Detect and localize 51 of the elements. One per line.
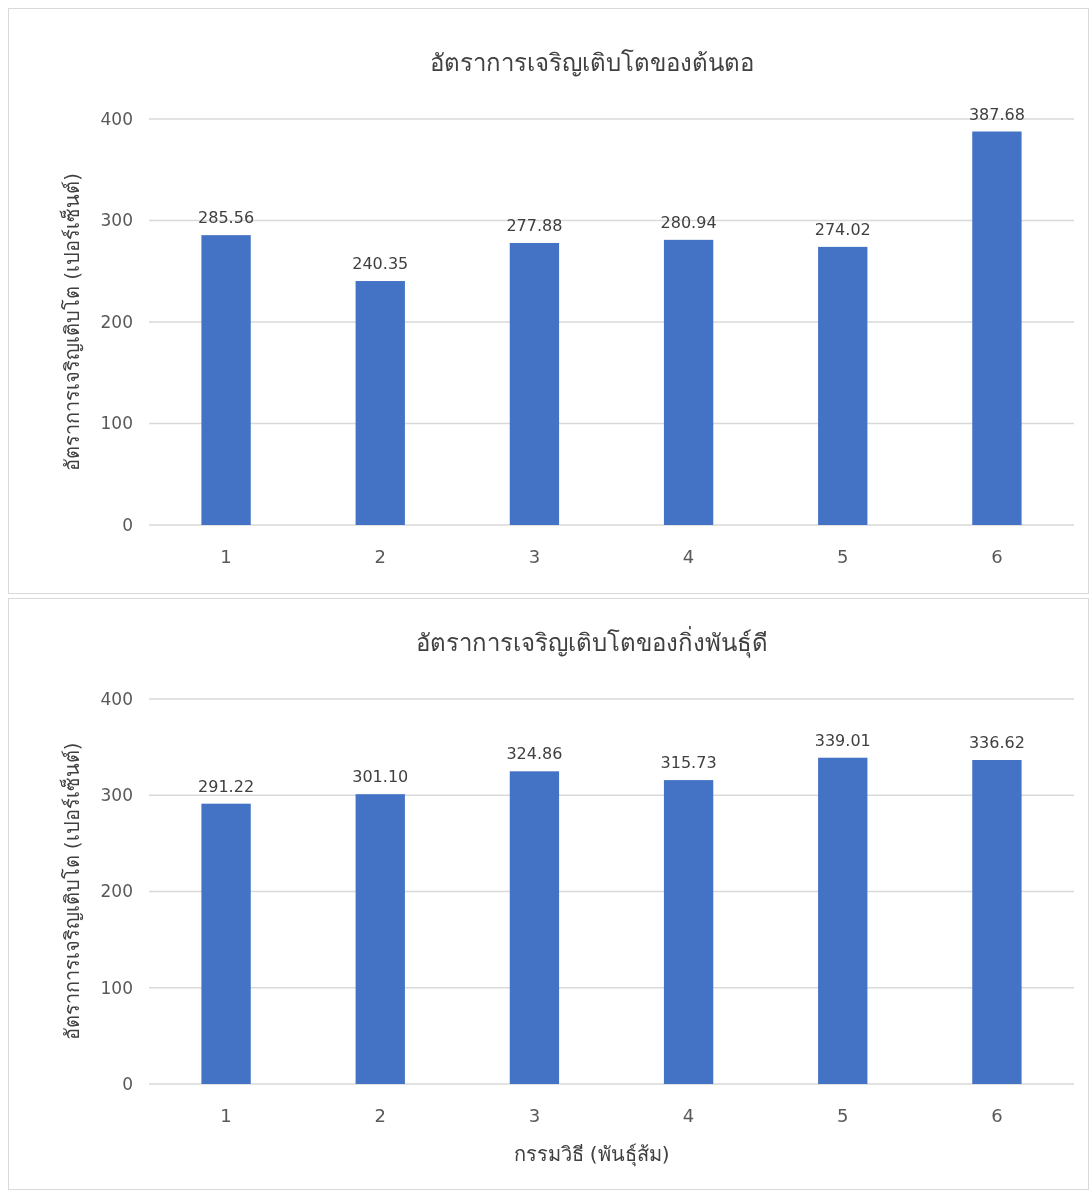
bar (355, 281, 405, 525)
x-tick-label: 5 (837, 546, 849, 567)
chart-title: อัตราการเจริญเติบโตของกิ่งพันธุ์ดี (415, 626, 768, 658)
x-tick-label: 3 (528, 546, 541, 567)
bar (663, 239, 714, 525)
bar (818, 757, 868, 1084)
data-label: 339.01 (814, 730, 871, 750)
x-tick-label: 4 (682, 546, 695, 567)
bar (509, 242, 560, 525)
data-label: 240.35 (352, 254, 409, 274)
y-axis-title: อัตราการเจริญเติบโต (เปอร์เซ็นต์) (59, 173, 84, 471)
x-tick-label: 5 (837, 1105, 849, 1126)
bar (355, 794, 405, 1084)
bar (663, 780, 714, 1084)
data-label: 301.10 (352, 767, 409, 787)
data-label: 285.56 (198, 208, 255, 228)
data-label: 336.62 (968, 733, 1025, 752)
data-label: 291.22 (198, 776, 255, 796)
y-tick-label: 100 (100, 413, 133, 434)
y-tick-label: 0 (122, 514, 133, 535)
data-label: 277.88 (506, 215, 563, 235)
x-tick-label: 1 (220, 1105, 232, 1126)
chart-title: อัตราการเจริญเติบโตของต้นตอ (429, 49, 754, 77)
bar (972, 131, 1022, 525)
y-axis-title: อัตราการเจริญเติบโต (เปอร์เซ็นต์) (59, 742, 84, 1041)
data-label: 324.86 (506, 744, 563, 764)
x-tick-label: 3 (528, 1105, 541, 1126)
x-tick-label: 4 (682, 1105, 695, 1126)
y-tick-label: 0 (122, 1073, 133, 1094)
y-tick-label: 300 (100, 210, 133, 231)
y-tick-label: 400 (100, 108, 133, 129)
x-tick-label: 1 (220, 546, 232, 567)
y-tick-label: 300 (100, 785, 133, 806)
data-label: 274.02 (814, 219, 871, 239)
y-tick-label: 400 (100, 688, 133, 709)
x-tick-label: 6 (991, 546, 1003, 567)
data-label: 387.68 (968, 104, 1025, 124)
y-tick-label: 100 (100, 977, 133, 998)
y-tick-label: 200 (100, 881, 133, 902)
x-tick-label: 2 (374, 546, 386, 567)
y-tick-label: 200 (100, 311, 133, 332)
bar (201, 235, 251, 525)
x-axis-title: กรรมวิธี (พันธุ์ส้ม) (513, 1142, 670, 1167)
bar (509, 771, 560, 1084)
data-label: 315.73 (660, 753, 717, 773)
bar (201, 803, 251, 1084)
x-tick-label: 2 (374, 1105, 386, 1126)
bar (972, 760, 1022, 1084)
bar (818, 246, 868, 525)
x-tick-label: 6 (991, 1105, 1003, 1126)
data-label: 280.94 (660, 212, 717, 232)
